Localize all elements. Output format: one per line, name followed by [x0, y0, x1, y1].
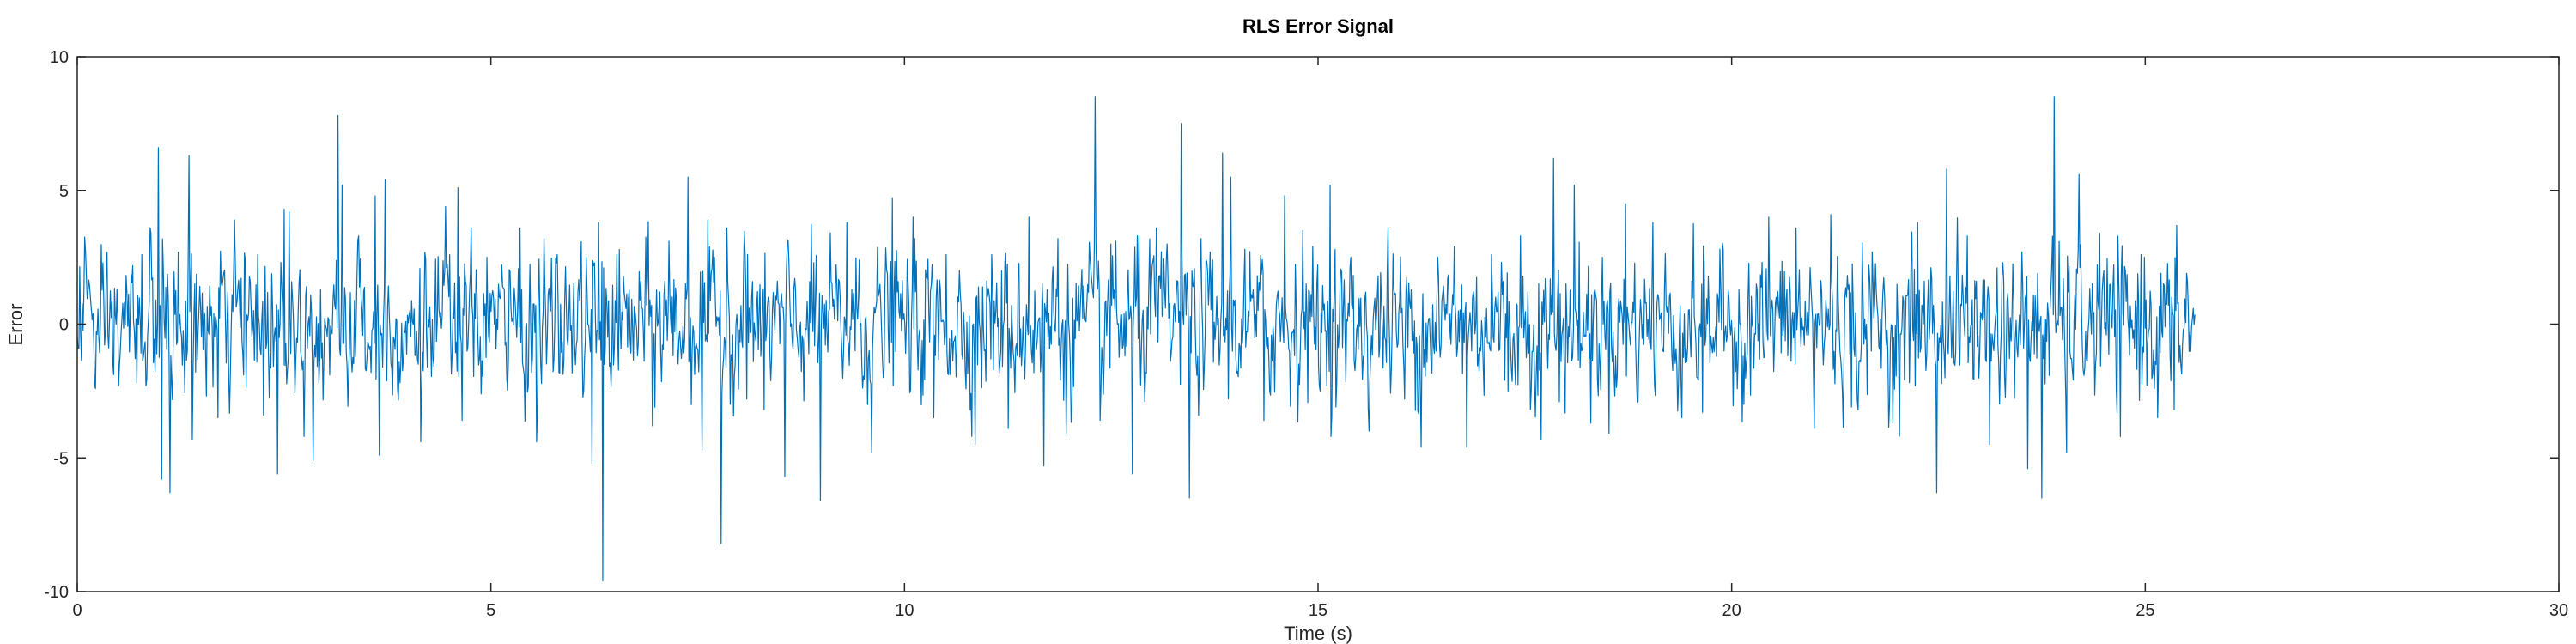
plot-area	[76, 96, 2196, 582]
y-tick-label: 10	[50, 48, 69, 67]
x-tick-label: 5	[486, 601, 495, 620]
x-tick-label: 10	[895, 601, 914, 620]
y-tick-label: 0	[59, 316, 69, 335]
x-axis-title: Time (s)	[1284, 623, 1352, 644]
y-tick-label: -10	[44, 583, 69, 602]
y-axis-title: Error	[5, 304, 27, 346]
x-tick-label: 20	[1722, 601, 1741, 620]
axes-box	[76, 56, 2560, 592]
x-axis-ticks: 0 5 10 15 20 25 30	[72, 57, 2568, 620]
x-tick-label: 25	[2136, 601, 2154, 620]
y-tick-label: 5	[59, 182, 69, 201]
x-tick-label: 15	[1309, 601, 1327, 620]
x-tick-label: 0	[72, 601, 82, 620]
error-series-line	[76, 96, 2196, 582]
chart-title: RLS Error Signal	[1242, 15, 1394, 37]
x-tick-label: 30	[2549, 601, 2568, 620]
y-tick-label: -5	[53, 449, 69, 468]
